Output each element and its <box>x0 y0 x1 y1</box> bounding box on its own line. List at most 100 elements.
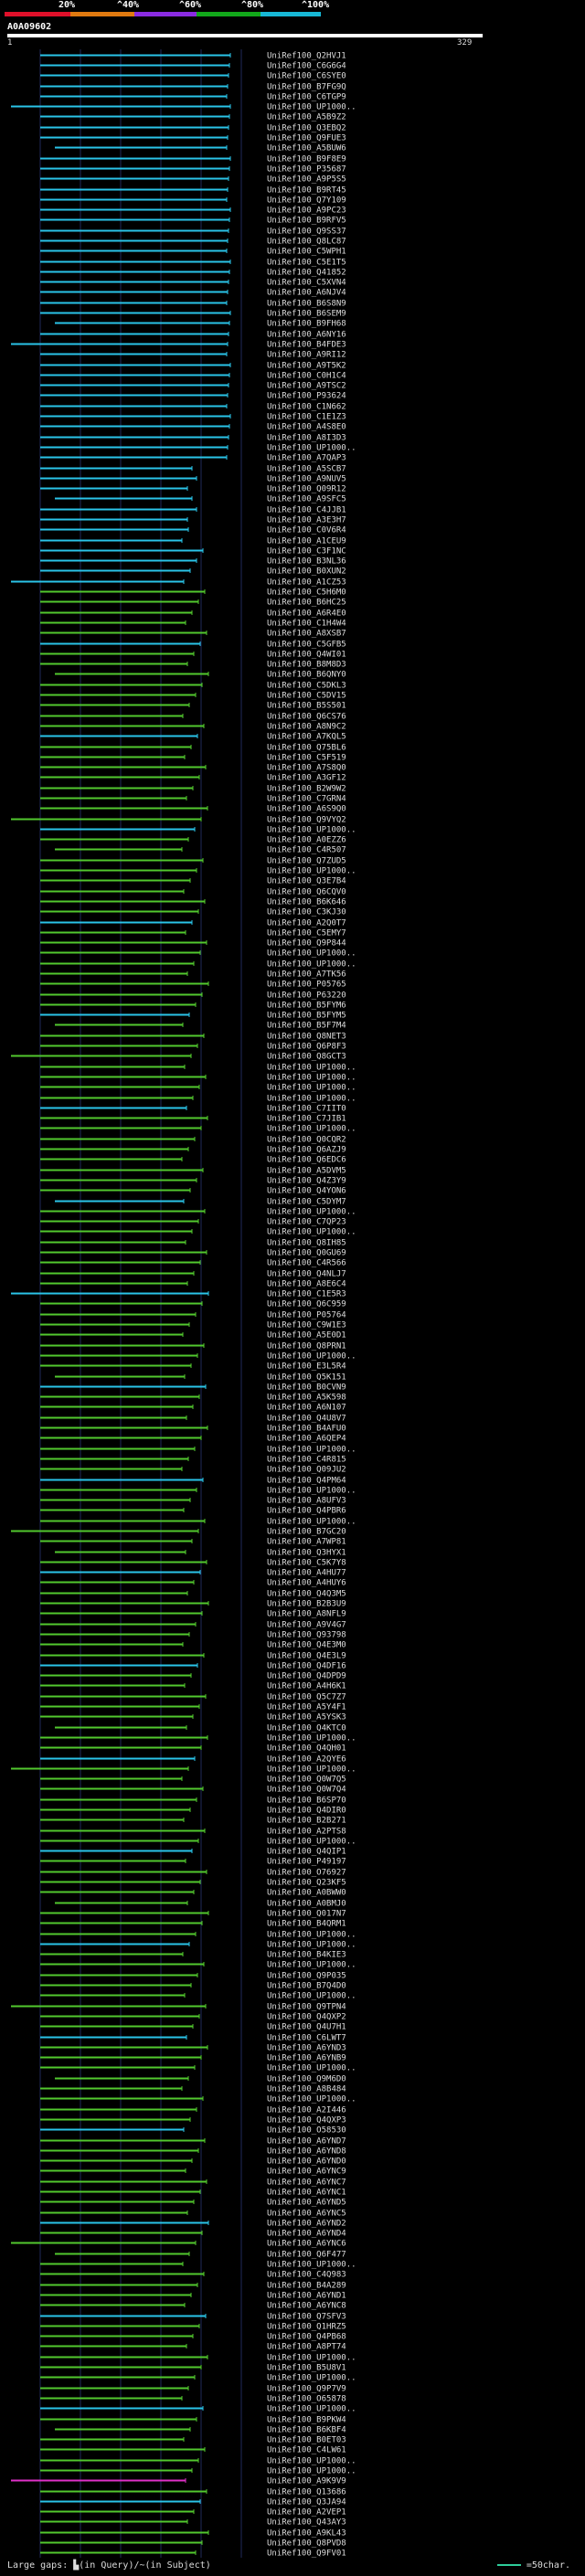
hit-label[interactable]: UniRef100_P49197 <box>267 1858 346 1867</box>
hit-label[interactable]: UniRef100_Q4WI01 <box>267 651 346 660</box>
hit-label[interactable]: UniRef100_C4R566 <box>267 1259 346 1268</box>
hit-label[interactable]: UniRef100_Q4QIP1 <box>267 1848 346 1857</box>
hit-label[interactable]: UniRef100_B7GC20 <box>267 1528 346 1537</box>
hit-label[interactable]: UniRef100_C5E1T5 <box>267 259 346 268</box>
hit-label[interactable]: UniRef100_UP1000.. <box>267 2457 356 2466</box>
hit-label[interactable]: UniRef100_A2PTS8 <box>267 1828 346 1837</box>
hit-label[interactable]: UniRef100_Q4YON6 <box>267 1187 346 1196</box>
hit-label[interactable]: UniRef100_B7FG9Q <box>267 83 346 92</box>
hit-label[interactable]: UniRef100_C5K7Y8 <box>267 1559 346 1568</box>
hit-label[interactable]: UniRef100_Q4KTC0 <box>267 1724 346 1733</box>
hit-label[interactable]: UniRef100_Q4PBR6 <box>267 1507 346 1516</box>
hit-label[interactable]: UniRef100_UP1000.. <box>267 1487 356 1496</box>
hit-label[interactable]: UniRef100_B2B271 <box>267 1817 346 1826</box>
hit-label[interactable]: UniRef100_Q9P035 <box>267 1972 346 1981</box>
hit-label[interactable]: UniRef100_C4R507 <box>267 846 346 855</box>
hit-label[interactable]: UniRef100_Q4NLJ7 <box>267 1270 346 1279</box>
hit-label[interactable]: UniRef100_C4Q983 <box>267 2271 346 2280</box>
hit-label[interactable]: UniRef100_A7TK56 <box>267 970 346 980</box>
hit-label[interactable]: UniRef100_A5YSK3 <box>267 1713 346 1723</box>
hit-label[interactable]: UniRef100_P05764 <box>267 1311 346 1320</box>
hit-label[interactable]: UniRef100_B9F8E9 <box>267 155 346 164</box>
hit-label[interactable]: UniRef100_Q9M6D0 <box>267 2075 346 2084</box>
hit-label[interactable]: UniRef100_A6YND8 <box>267 2147 346 2157</box>
hit-label[interactable]: UniRef100_Q8IH85 <box>267 1239 346 1248</box>
hit-label[interactable]: UniRef100_A1CZ53 <box>267 578 346 588</box>
hit-label[interactable]: UniRef100_Q9TPN4 <box>267 2003 346 2012</box>
hit-label[interactable]: UniRef100_Q8PVD8 <box>267 2539 346 2549</box>
hit-label[interactable]: UniRef100_C3KJ30 <box>267 908 346 917</box>
hit-label[interactable]: UniRef100_Q4U7H1 <box>267 2023 346 2032</box>
hit-label[interactable]: UniRef100_B6QNY0 <box>267 671 346 680</box>
hit-label[interactable]: UniRef100_UP1000.. <box>267 2467 356 2476</box>
hit-label[interactable]: UniRef100_Q09JU2 <box>267 1466 346 1475</box>
hit-label[interactable]: UniRef100_Q4Q3M5 <box>267 1590 346 1599</box>
hit-label[interactable]: UniRef100_B6S8N9 <box>267 300 346 309</box>
hit-label[interactable]: UniRef100_Q4E3L9 <box>267 1652 346 1661</box>
hit-label[interactable]: UniRef100_Q9P844 <box>267 939 346 949</box>
hit-label[interactable]: UniRef100_A8NFL9 <box>267 1610 346 1619</box>
hit-label[interactable]: UniRef100_Q5C7Z7 <box>267 1693 346 1702</box>
hit-label[interactable]: UniRef100_UP1000.. <box>267 2064 356 2073</box>
hit-label[interactable]: UniRef100_A6S9Q0 <box>267 805 346 814</box>
hit-label[interactable]: UniRef100_UP1000.. <box>267 1765 356 1775</box>
hit-label[interactable]: UniRef100_A6YNC5 <box>267 2210 346 2219</box>
hit-label[interactable]: UniRef100_Q8PRN1 <box>267 1342 346 1352</box>
hit-label[interactable]: UniRef100_UP1000.. <box>267 1734 356 1744</box>
hit-label[interactable]: UniRef100_UP1000.. <box>267 1208 356 1217</box>
hit-label[interactable]: UniRef100_A6YND7 <box>267 2137 346 2147</box>
hit-label[interactable]: UniRef100_A6YNB9 <box>267 2054 346 2063</box>
hit-label[interactable]: UniRef100_Q017N7 <box>267 1910 346 1919</box>
hit-label[interactable]: UniRef100_Q3EBQ2 <box>267 124 346 133</box>
hit-label[interactable]: UniRef100_A9NUV5 <box>267 475 346 484</box>
hit-label[interactable]: UniRef100_B6HC25 <box>267 599 346 608</box>
hit-label[interactable]: UniRef100_Q4QXP2 <box>267 2013 346 2022</box>
hit-label[interactable]: UniRef100_A8PT74 <box>267 2343 346 2352</box>
hit-label[interactable]: UniRef100_A6YND2 <box>267 2220 346 2229</box>
hit-label[interactable]: UniRef100_Q4DPD9 <box>267 1672 346 1681</box>
hit-label[interactable]: UniRef100_B8M8D3 <box>267 661 346 670</box>
hit-label[interactable]: UniRef100_UP1000.. <box>267 1352 356 1362</box>
hit-label[interactable]: UniRef100_A5B9Z2 <box>267 113 346 122</box>
hit-label[interactable]: UniRef100_A6YND0 <box>267 2157 346 2167</box>
hit-label[interactable]: UniRef100_UP1000.. <box>267 1064 356 1073</box>
hit-label[interactable]: UniRef100_Q0CQR2 <box>267 1136 346 1145</box>
hit-label[interactable]: UniRef100_C5XVN4 <box>267 279 346 288</box>
hit-label[interactable]: UniRef100_UP1000.. <box>267 1992 356 2001</box>
hit-label[interactable]: UniRef100_B0XUN2 <box>267 567 346 577</box>
hit-label[interactable]: UniRef100_UP1000.. <box>267 949 356 959</box>
hit-label[interactable]: UniRef100_A2Q0T7 <box>267 919 346 928</box>
hit-label[interactable]: UniRef100_Q8NET3 <box>267 1033 346 1042</box>
hit-label[interactable]: UniRef100_UP1000.. <box>267 103 356 112</box>
hit-label[interactable]: UniRef100_B4A289 <box>267 2282 346 2291</box>
hit-label[interactable]: UniRef100_C0V6R4 <box>267 526 346 535</box>
hit-label[interactable]: UniRef100_C4LW61 <box>267 2446 346 2455</box>
hit-label[interactable]: UniRef100_A9T5K2 <box>267 362 346 371</box>
hit-label[interactable]: UniRef100_C1E5R3 <box>267 1290 346 1299</box>
hit-label[interactable]: UniRef100_UP1000.. <box>267 826 356 835</box>
hit-label[interactable]: UniRef100_A0BMJ0 <box>267 1900 346 1909</box>
hit-label[interactable]: UniRef100_B7Q4D0 <box>267 1982 346 1991</box>
hit-label[interactable]: UniRef100_B6K646 <box>267 898 346 907</box>
hit-label[interactable]: UniRef100_Q43AY3 <box>267 2518 346 2528</box>
hit-label[interactable]: UniRef100_A9TSC2 <box>267 382 346 391</box>
hit-label[interactable]: UniRef100_C5DV15 <box>267 692 346 701</box>
hit-label[interactable]: UniRef100_A6QEP4 <box>267 1435 346 1444</box>
hit-label[interactable]: UniRef100_C5H6M0 <box>267 588 346 598</box>
hit-label[interactable]: UniRef100_C1E1Z3 <box>267 413 346 422</box>
hit-label[interactable]: UniRef100_A5Y4F1 <box>267 1703 346 1712</box>
hit-label[interactable]: UniRef100_P05765 <box>267 981 346 990</box>
hit-label[interactable]: UniRef100_Q7ZUD5 <box>267 857 346 866</box>
hit-label[interactable]: UniRef100_A2QYE6 <box>267 1755 346 1765</box>
hit-label[interactable]: UniRef100_A1CEU9 <box>267 537 346 546</box>
hit-label[interactable]: UniRef100_A5SCB7 <box>267 465 346 474</box>
hit-label[interactable]: UniRef100_C6G6G4 <box>267 62 346 71</box>
hit-label[interactable]: UniRef100_A4HU77 <box>267 1569 346 1578</box>
hit-label[interactable]: UniRef100_A0BWW0 <box>267 1889 346 1898</box>
hit-label[interactable]: UniRef100_UP1000.. <box>267 1228 356 1237</box>
hit-label[interactable]: UniRef100_C6TGP9 <box>267 93 346 102</box>
hit-label[interactable]: UniRef100_C4R815 <box>267 1456 346 1465</box>
hit-label[interactable]: UniRef100_Q1HRZ5 <box>267 2323 346 2332</box>
hit-label[interactable]: UniRef100_UP1000.. <box>267 1518 356 1527</box>
hit-label[interactable]: UniRef100_A6YNC7 <box>267 2178 346 2188</box>
